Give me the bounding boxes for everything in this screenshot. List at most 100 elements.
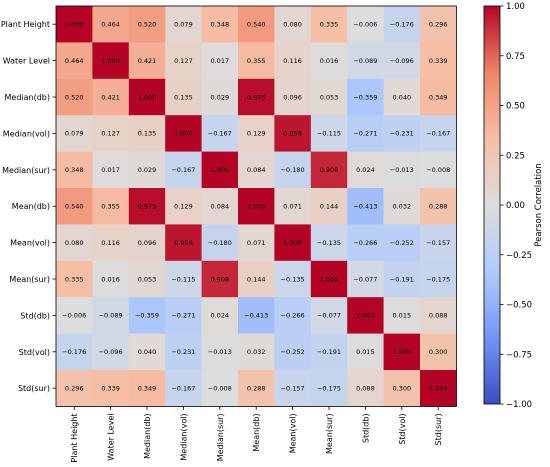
colorbar-gradient bbox=[483, 5, 501, 405]
heatmap-cell-labels: 1.000 0.464 0.520 0.079 0.348 0.540 0.080 0.335… bbox=[62, 21, 450, 393]
cell-value-label: 1.000 bbox=[247, 203, 266, 211]
heatmap-cell bbox=[420, 260, 457, 298]
cell-value-label: 0.015 bbox=[392, 312, 411, 320]
cell-value-label: 0.349 bbox=[138, 385, 157, 393]
heatmap-cell bbox=[420, 188, 457, 225]
cell-value-label: 0.016 bbox=[101, 275, 120, 283]
x-tick-label: Median(db) bbox=[143, 413, 152, 459]
y-tick-label: Plant Height bbox=[1, 20, 50, 29]
cell-value-label: −0.157 bbox=[426, 239, 450, 247]
cell-value-label: 0.348 bbox=[210, 21, 229, 29]
heatmap-cell bbox=[420, 297, 457, 334]
x-tick-label: Median(sur) bbox=[216, 413, 225, 461]
heatmap-cell bbox=[274, 260, 312, 298]
heatmap-cell bbox=[347, 78, 384, 116]
heatmap-cell bbox=[238, 297, 275, 334]
heatmap-cell bbox=[56, 78, 93, 116]
cell-value-label: −0.413 bbox=[353, 203, 377, 211]
cell-value-label: 0.540 bbox=[65, 203, 84, 211]
cell-value-label: −0.180 bbox=[208, 239, 232, 247]
heatmap-cell bbox=[238, 333, 275, 371]
cell-value-label: −0.266 bbox=[281, 312, 305, 320]
cell-value-label: 0.024 bbox=[210, 312, 229, 320]
heatmap-cell bbox=[92, 333, 130, 371]
cell-value-label: 0.071 bbox=[283, 203, 302, 211]
cell-value-label: −0.266 bbox=[353, 239, 377, 247]
heatmap-cell bbox=[56, 6, 93, 43]
cell-value-label: 0.300 bbox=[429, 348, 448, 356]
colorbar-tick-label: 0.50 bbox=[506, 102, 525, 112]
heatmap-cell bbox=[128, 297, 166, 334]
cell-value-label: 0.975 bbox=[138, 203, 157, 211]
heatmap-cell bbox=[92, 297, 130, 334]
cell-value-label: 0.144 bbox=[247, 275, 266, 283]
heatmap-cell bbox=[347, 42, 384, 80]
heatmap-cell bbox=[274, 297, 312, 334]
cell-value-label: 0.135 bbox=[174, 93, 193, 101]
cell-value-label: 0.335 bbox=[320, 21, 339, 29]
cell-value-label: −0.175 bbox=[317, 385, 341, 393]
y-tick-label: Std(vol) bbox=[19, 348, 50, 357]
cell-value-label: 1.000 bbox=[283, 239, 302, 247]
heatmap-cell bbox=[420, 115, 457, 152]
heatmap-cell bbox=[128, 370, 166, 407]
cell-value-label: 1.000 bbox=[210, 166, 229, 174]
cell-value-label: 0.040 bbox=[392, 93, 411, 101]
colorbar-title: Pearson Correlation bbox=[534, 163, 544, 246]
cell-value-label: 0.029 bbox=[138, 166, 157, 174]
heatmap-cell bbox=[92, 42, 130, 80]
cell-value-label: −0.013 bbox=[208, 348, 232, 356]
cell-value-label: −0.006 bbox=[353, 21, 377, 29]
colorbar-tick-label: 0.75 bbox=[506, 52, 525, 62]
cell-value-label: 0.464 bbox=[65, 57, 84, 65]
cell-value-label: 0.032 bbox=[392, 203, 411, 211]
cell-value-label: −0.089 bbox=[99, 312, 123, 320]
heatmap-cell bbox=[274, 224, 312, 262]
heatmap-cell bbox=[274, 78, 312, 116]
heatmap-cell bbox=[92, 151, 130, 189]
heatmap-cell bbox=[420, 333, 457, 371]
heatmap-cell bbox=[274, 370, 312, 407]
cell-value-label: −0.176 bbox=[390, 21, 414, 29]
cell-value-label: 0.956 bbox=[174, 239, 193, 247]
cell-value-label: 0.116 bbox=[101, 239, 120, 247]
cell-value-label: 1.000 bbox=[138, 93, 157, 101]
heatmap-cell bbox=[383, 297, 421, 334]
cell-value-label: 0.355 bbox=[247, 57, 266, 65]
heatmap-cell bbox=[310, 297, 348, 334]
cell-value-label: 0.096 bbox=[138, 239, 157, 247]
heatmap-cell bbox=[165, 78, 202, 116]
cell-value-label: 0.355 bbox=[101, 203, 120, 211]
cell-value-label: 0.079 bbox=[174, 21, 193, 29]
cell-value-label: −0.096 bbox=[99, 348, 123, 356]
cell-value-label: −0.167 bbox=[426, 130, 450, 138]
cell-value-label: −0.115 bbox=[171, 275, 195, 283]
heatmap-cell bbox=[347, 151, 384, 189]
heatmap-cell bbox=[238, 260, 275, 298]
x-tick-label: Mean(vol) bbox=[289, 413, 298, 453]
heatmap-cell bbox=[383, 370, 421, 407]
heatmap-cell bbox=[56, 297, 93, 334]
x-tick-label: Std(vol) bbox=[398, 413, 407, 444]
cell-value-label: 0.339 bbox=[101, 385, 120, 393]
cell-value-label: −0.252 bbox=[281, 348, 305, 356]
cell-value-label: 0.144 bbox=[320, 203, 339, 211]
heatmap-cell bbox=[201, 297, 239, 334]
cell-value-label: 0.040 bbox=[138, 348, 157, 356]
heatmap-cells bbox=[56, 6, 457, 407]
heatmap-cell bbox=[92, 188, 130, 225]
cell-value-label: 0.288 bbox=[429, 203, 448, 211]
cell-value-label: 0.088 bbox=[356, 385, 375, 393]
cell-value-label: −0.359 bbox=[353, 93, 377, 101]
cell-value-label: −0.271 bbox=[353, 130, 377, 138]
colorbar-tick-label: −0.50 bbox=[506, 301, 532, 311]
cell-value-label: 0.024 bbox=[356, 166, 375, 174]
heatmap-cell bbox=[310, 333, 348, 371]
cell-value-label: −0.013 bbox=[390, 166, 414, 174]
heatmap-cell bbox=[165, 224, 202, 262]
y-tick-label: Water Level bbox=[3, 57, 50, 66]
heatmap-cell bbox=[274, 42, 312, 80]
heatmap-cell bbox=[56, 115, 93, 152]
y-tick-label: Mean(vol) bbox=[10, 239, 50, 248]
